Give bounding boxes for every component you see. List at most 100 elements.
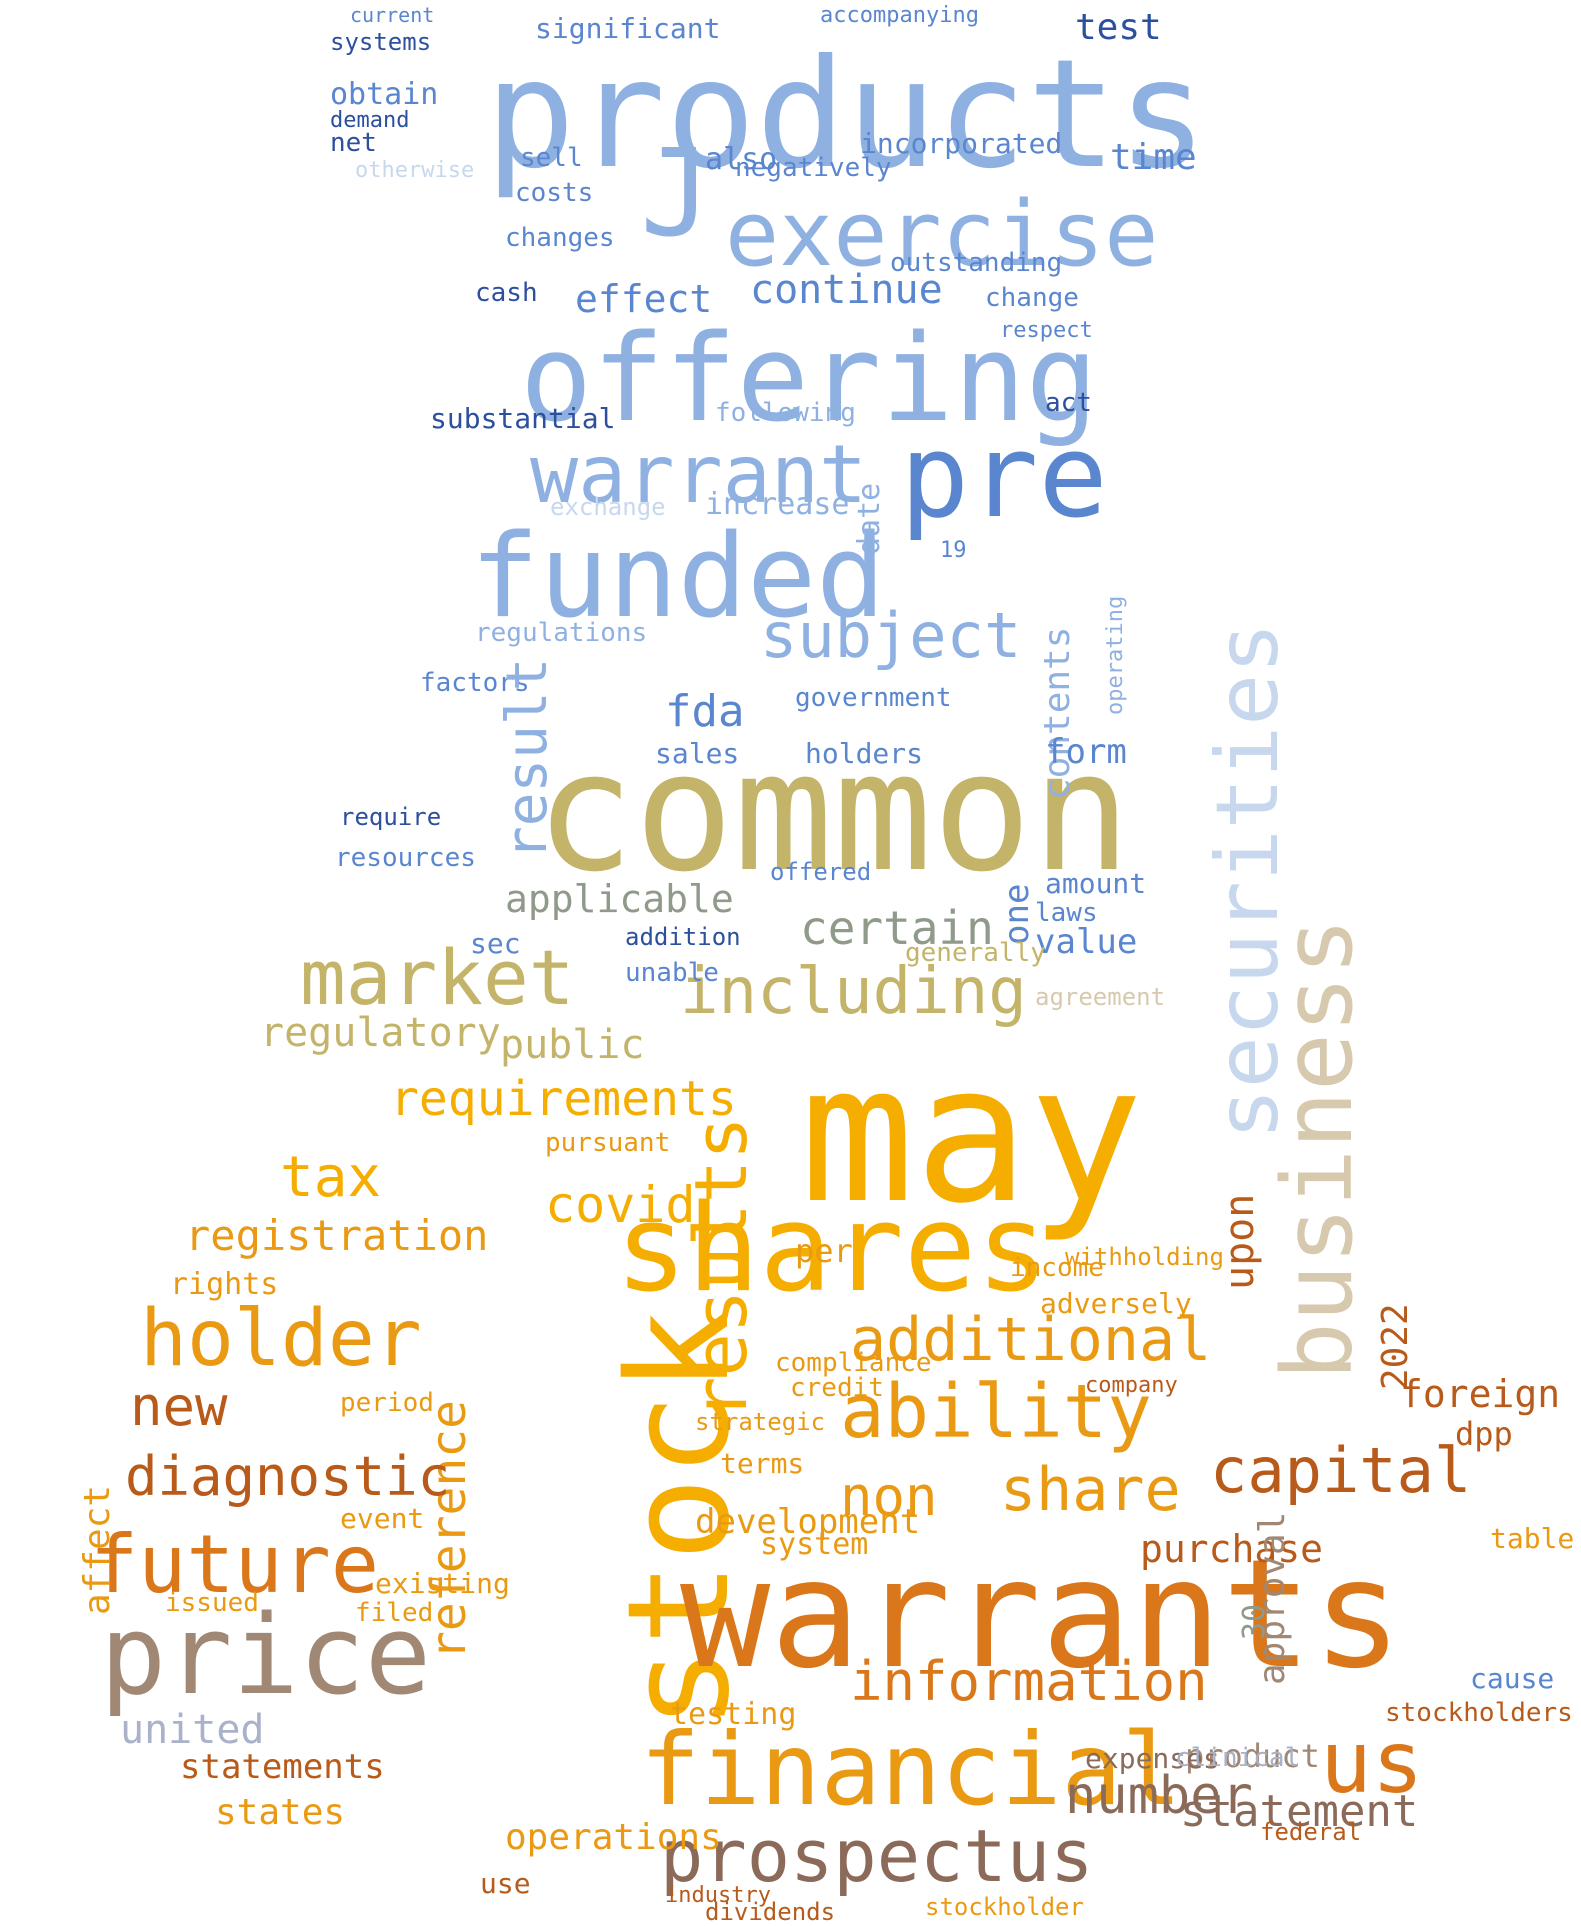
word-regulations: regulations (475, 618, 648, 648)
word-shares: shares (615, 1180, 1049, 1319)
word-fda: fda (665, 686, 745, 737)
word-certain: certain (800, 901, 994, 955)
word-us: us (1320, 1713, 1424, 1813)
word-new: new (130, 1375, 228, 1438)
word-changes: changes (505, 223, 615, 253)
word-act: act (1045, 388, 1092, 418)
word-per: per (795, 1232, 853, 1270)
word-unable: unable (625, 958, 719, 988)
word-warrant: warrant (530, 428, 868, 521)
word-public: public (500, 1022, 645, 1068)
word-incorporated: incorporated (860, 127, 1063, 160)
word-system: system (760, 1527, 869, 1562)
word-net: net (330, 128, 377, 158)
word-agreement: agreement (1035, 983, 1166, 1011)
word-diagnostic: diagnostic (125, 1445, 451, 1508)
word-rights: rights (170, 1267, 279, 1302)
word-government: government (795, 683, 952, 713)
word-tax: tax (280, 1145, 382, 1210)
word-amount: amount (1045, 867, 1147, 900)
word-compliance: compliance (775, 1348, 932, 1378)
word-operations: operations (505, 1817, 722, 1858)
word-testing: testing (670, 1697, 797, 1732)
word-ability: ability (840, 1369, 1152, 1455)
word-funded: funded (470, 510, 886, 644)
word-strategic: strategic (695, 1408, 826, 1436)
word-significant: significant (535, 12, 721, 45)
word-results: results (679, 1116, 763, 1420)
word-products: products (485, 28, 1208, 202)
word-capital: capital (1210, 1434, 1472, 1507)
word-addition: addition (625, 923, 741, 951)
word-one: one (997, 883, 1037, 945)
word-30: 30 (1237, 1603, 1272, 1640)
word-common: common (535, 716, 1132, 908)
word-time: time (1110, 137, 1197, 178)
word-use: use (480, 1867, 531, 1900)
word-offered: offered (770, 858, 872, 886)
word-covid: covid (545, 1176, 696, 1234)
word-expenses: expenses (1085, 1742, 1220, 1775)
word-obtain: obtain (330, 77, 439, 112)
word-dividends: dividends (705, 1898, 836, 1926)
word-existing: existing (375, 1567, 510, 1600)
word-current: current (350, 3, 435, 27)
word-company: company (1085, 1373, 1178, 1398)
word-contents: contents (1037, 626, 1078, 800)
word-table: table (1490, 1522, 1575, 1555)
word-demand: demand (330, 108, 410, 133)
word-securities: securities (1198, 622, 1298, 1140)
word-date: date (852, 482, 887, 555)
word-change: change (985, 283, 1079, 313)
word-pre: pre (900, 410, 1108, 544)
word-stockholder: stockholder (925, 1893, 1084, 1921)
word-effect: effect (575, 277, 713, 321)
word-requirements: requirements (390, 1071, 737, 1127)
word-withholding: withholding (1065, 1243, 1224, 1271)
word-also: also (705, 142, 778, 177)
word-market: market (300, 933, 575, 1022)
word-income: income (1010, 1253, 1104, 1283)
word-prospectus: prospectus (660, 1814, 1094, 1898)
word-terms: terms (720, 1447, 805, 1480)
word-product: product (1185, 1737, 1320, 1775)
word-increase: increase (705, 487, 850, 522)
word-dpp: dpp (1455, 1415, 1513, 1453)
word-warrants: warrants (680, 1528, 1403, 1702)
word-holders: holders (805, 737, 924, 770)
word-resources: resources (335, 843, 476, 873)
word-adversely: adversely (1040, 1287, 1192, 1320)
word-number: number (1065, 1766, 1253, 1826)
word-affect: affect (77, 1484, 118, 1615)
word-subject: subject (760, 599, 1022, 672)
word-offering: offering (520, 310, 1098, 449)
word-exercise: exercise (725, 182, 1159, 287)
word-cash: cash (475, 278, 538, 308)
word-information: information (850, 1650, 1208, 1713)
word-additional: additional (850, 1305, 1212, 1375)
word-may: may (800, 1024, 1144, 1245)
word-united: united (120, 1707, 265, 1753)
word-event: event (340, 1502, 425, 1535)
word-development: development (695, 1502, 921, 1542)
word-statement: statement (1180, 1786, 1419, 1837)
word-j: J (640, 125, 713, 264)
word-require: require (340, 803, 442, 831)
word-approval: approval (1252, 1511, 1293, 1685)
word-laws: laws (1035, 898, 1098, 928)
word-outstanding: outstanding (890, 248, 1063, 278)
word-sec: sec (470, 927, 521, 960)
word-factors: factors (420, 668, 530, 698)
word-cause: cause (1470, 1662, 1555, 1695)
word-costs: costs (515, 178, 594, 208)
word-sell: sell (520, 143, 583, 173)
word-applicable: applicable (505, 877, 734, 921)
word-states: states (215, 1792, 346, 1833)
word-stockholders: stockholders (1385, 1698, 1573, 1728)
word-accompanying: accompanying (820, 3, 979, 28)
word-operating: operating (1103, 595, 1128, 715)
word-regulatory: regulatory (260, 1010, 501, 1056)
word-industry: industry (665, 1883, 771, 1908)
word-future: future (90, 1518, 379, 1611)
